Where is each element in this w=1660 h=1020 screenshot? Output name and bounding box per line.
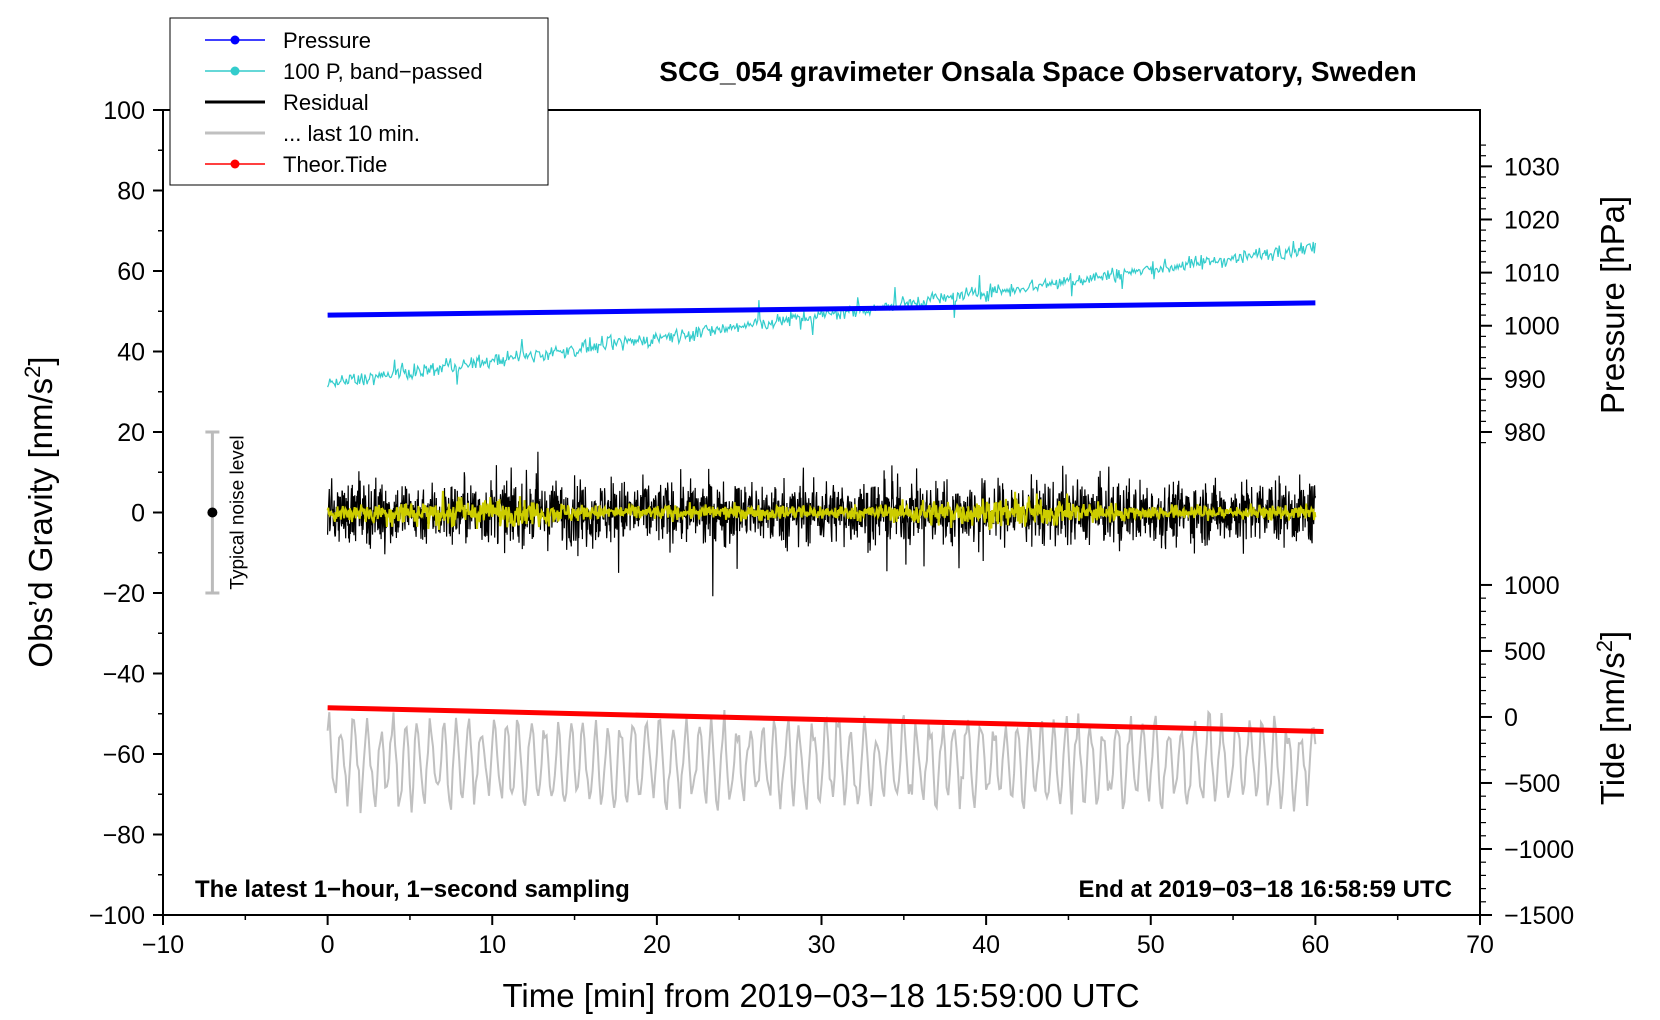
- y-tick-label: 0: [131, 500, 145, 528]
- noise-center-dot: [207, 507, 218, 518]
- x-tick-label: −10: [142, 931, 184, 959]
- series-layer: [326, 241, 1324, 815]
- tide-tick-label: 1000: [1504, 572, 1560, 600]
- noise-level-marker: Typical noise level: [205, 430, 248, 595]
- legend-marker: [230, 66, 240, 76]
- legend-marker: [230, 159, 240, 169]
- pressure-tick-label: 1010: [1504, 260, 1560, 288]
- legend: Pressure 100 P, band−passed Residual ... la…: [169, 17, 549, 186]
- series-last-10-min: [326, 709, 1317, 815]
- pressure-tick-label: 1000: [1504, 313, 1560, 341]
- series-pressure: [327, 300, 1316, 318]
- series-theor-tide: [327, 705, 1324, 734]
- legend-marker: [230, 35, 240, 45]
- legend-label: Pressure: [283, 28, 371, 53]
- x-tick-label: 50: [1137, 931, 1165, 959]
- tide-axis-title: Tide [nm/s2]: [1592, 631, 1632, 805]
- noise-level-label: Typical noise level: [227, 435, 248, 589]
- x-tick-label: 60: [1301, 931, 1329, 959]
- tide-tick-label: −500: [1504, 770, 1560, 798]
- y-tick-label: 100: [103, 97, 145, 125]
- y-tick-label: 60: [117, 258, 145, 286]
- tide-tick-label: −1500: [1504, 902, 1574, 930]
- series-residual-smoothed: [326, 490, 1317, 531]
- pressure-tick-label: 990: [1504, 366, 1546, 394]
- y-tick-label: −80: [103, 822, 145, 850]
- chart-title: SCG_054 gravimeter Onsala Space Observat…: [659, 56, 1416, 87]
- x-axis: −10 0 10 20 30 40 50 60 70: [142, 915, 1494, 959]
- y-tick-label: −40: [103, 661, 145, 689]
- x-tick-label: 20: [643, 931, 671, 959]
- y-tick-label: 40: [117, 339, 145, 367]
- tide-axis: −1500 −1000 −500 0 500 1000: [1480, 572, 1574, 930]
- pressure-axis: 980 990 1000 1010 1020 1030: [1480, 144, 1560, 447]
- y-axis: −100 −80 −60 −40 −20 0 20 40 60 80 100: [89, 97, 163, 930]
- pressure-tick-label: 980: [1504, 419, 1546, 447]
- y-tick-label: 80: [117, 178, 145, 206]
- series-residual: [327, 451, 1316, 597]
- x-tick-label: 70: [1466, 931, 1494, 959]
- y-tick-label: −60: [103, 741, 145, 769]
- x-tick-label: 0: [321, 931, 335, 959]
- legend-label: Residual: [283, 90, 369, 115]
- x-tick-label: 30: [808, 931, 836, 959]
- pressure-tick-label: 1020: [1504, 206, 1560, 234]
- tide-tick-label: 0: [1504, 704, 1518, 732]
- y-axis-title: Obs’d Gravity [nm/s2]: [20, 356, 60, 667]
- tide-tick-label: −1000: [1504, 836, 1574, 864]
- y-tick-label: −100: [89, 902, 145, 930]
- legend-label: 100 P, band−passed: [283, 59, 483, 84]
- y-tick-label: −20: [103, 580, 145, 608]
- tide-tick-label: 500: [1504, 638, 1546, 666]
- legend-label: Theor.Tide: [283, 152, 387, 177]
- pressure-axis-title: Pressure [hPa]: [1594, 196, 1631, 414]
- legend-label: ... last 10 min.: [283, 121, 420, 146]
- annotation-end-time: End at 2019−03−18 16:58:59 UTC: [1078, 876, 1452, 903]
- x-tick-label: 10: [478, 931, 506, 959]
- pressure-tick-label: 1030: [1504, 153, 1560, 181]
- x-tick-label: 40: [972, 931, 1000, 959]
- x-axis-title: Time [min] from 2019−03−18 15:59:00 UTC: [502, 977, 1139, 1014]
- y-tick-label: 20: [117, 419, 145, 447]
- annotation-sampling: The latest 1−hour, 1−second sampling: [195, 876, 630, 903]
